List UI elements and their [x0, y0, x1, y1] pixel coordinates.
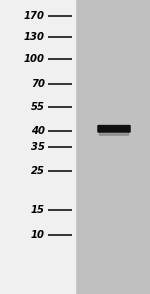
Text: 130: 130 [24, 32, 45, 42]
Bar [0, 0, 75, 294]
Text: 10: 10 [31, 230, 45, 240]
FancyBboxPatch shape [99, 131, 129, 135]
Text: 170: 170 [24, 11, 45, 21]
Text: 55: 55 [31, 102, 45, 112]
Text: 40: 40 [31, 126, 45, 136]
Text: 100: 100 [24, 54, 45, 64]
FancyBboxPatch shape [98, 126, 130, 132]
Text: 25: 25 [31, 166, 45, 176]
Text: 70: 70 [31, 79, 45, 89]
Text: 15: 15 [31, 205, 45, 215]
Text: 35: 35 [31, 142, 45, 152]
